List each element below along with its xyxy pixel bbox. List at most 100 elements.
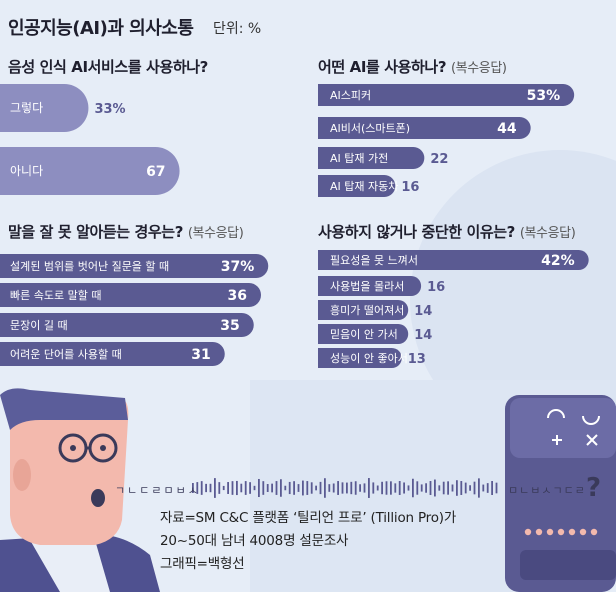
- chart-3-value-label-3: 35: [220, 318, 239, 334]
- sound-wave-bar: [491, 481, 493, 495]
- chart-2-value-label-1: 53%: [527, 88, 561, 104]
- sound-wave-bar: [205, 483, 207, 493]
- chart-3-bar-3: [0, 313, 254, 337]
- chart-3-value-label-2: 36: [228, 288, 247, 304]
- sound-wave-bar: [473, 481, 476, 495]
- sound-wave-bar: [425, 483, 427, 493]
- sound-wave-bar: [420, 484, 423, 492]
- sound-wave-bar: [192, 483, 194, 493]
- chart-3-bar-1: [0, 254, 269, 278]
- chart-2-bar-1: [318, 84, 575, 106]
- sound-wave-bar: [209, 483, 212, 493]
- chart-2-category-label-3: AI 탑재 가전: [330, 152, 388, 165]
- sound-wave-bar: [302, 480, 304, 496]
- chart-4-category-label-5: 성능이 안 좋아서: [330, 352, 408, 365]
- chart-1-value-label-1: 33%: [94, 102, 125, 117]
- sound-wave-bar: [200, 481, 203, 495]
- chart-4-category-label-2: 사용법을 몰라서: [330, 280, 404, 293]
- sound-wave-bar: [354, 481, 357, 495]
- chart-2-category-label-4: AI 탑재 자동차: [330, 180, 398, 193]
- sound-wave-bar: [328, 484, 331, 492]
- robot-dot: [546, 528, 554, 536]
- sound-wave-bar: [359, 484, 361, 492]
- chart-3-category-label-2: 빠른 속도로 말할 때: [10, 289, 101, 302]
- question-mark: ?: [586, 473, 601, 503]
- sound-wave-bar: [416, 481, 419, 495]
- chart-4-bar-4: [318, 324, 409, 344]
- robot-illustration: [505, 395, 616, 592]
- chart-3-bar-2: [0, 283, 261, 307]
- credit-source-line2: 20~50대 남녀 4008명 설문조사: [160, 533, 349, 549]
- chart-4-value-label-3: 14: [414, 304, 432, 319]
- chart-1-value-label-2: 67: [146, 164, 165, 180]
- sound-wave-bar: [337, 481, 339, 495]
- chart-4-category-label-4: 믿음이 안 가서: [330, 328, 398, 341]
- sound-wave-bar: [390, 481, 392, 495]
- robot-dot: [524, 528, 532, 536]
- sound-wave-bar: [394, 483, 397, 493]
- sound-wave-bar: [231, 481, 234, 495]
- robot-dot: [568, 528, 576, 536]
- sound-wave-bar: [293, 481, 295, 495]
- sound-wave-bar: [407, 485, 410, 491]
- sound-wave-bar: [332, 483, 335, 493]
- chart-2-value-label-3: 22: [430, 152, 448, 167]
- sound-wave-bar: [310, 482, 313, 494]
- chart-1-bar-1: [0, 84, 89, 132]
- chart-3-value-label-1: 37%: [221, 259, 255, 275]
- sound-wave-bar: [434, 479, 436, 497]
- robot-dot: [590, 528, 598, 536]
- sound-wave-bar: [275, 481, 278, 495]
- sound-wave-bar: [262, 481, 265, 495]
- chart-4-value-label-4: 14: [414, 328, 432, 343]
- unit-label: 단위: %: [213, 21, 262, 37]
- sound-wave-bar: [244, 481, 247, 495]
- sound-wave-bar: [297, 484, 300, 492]
- chart-3-category-label-3: 문장이 길 때: [10, 319, 68, 332]
- sound-wave-bar: [218, 482, 221, 494]
- page-title: 인공지능(AI)과 의사소통: [8, 18, 194, 39]
- sound-wave-bar: [447, 481, 449, 495]
- chart-1-category-label-2: 아니다: [10, 164, 43, 178]
- chart-4-category-label-3: 흥미가 떨어져서: [330, 303, 404, 317]
- sound-wave-bar: [324, 478, 326, 498]
- chart-2-bar-3: [318, 147, 425, 169]
- sound-wave-bar: [381, 481, 383, 495]
- sound-wave-bar: [306, 481, 309, 495]
- sound-wave: [192, 478, 498, 498]
- sound-wave-bar: [280, 479, 282, 497]
- sound-wave-bar: [258, 478, 260, 498]
- sound-wave-bar: [350, 481, 353, 495]
- chart-2-category-label-1: AI스피커: [330, 89, 371, 102]
- sound-wave-bar: [288, 481, 291, 495]
- sound-wave-bar: [486, 483, 489, 493]
- sound-wave-bar: [363, 483, 366, 493]
- sound-wave-bar: [368, 478, 370, 498]
- sound-wave-bar: [284, 485, 287, 491]
- sound-wave-bar: [456, 480, 458, 496]
- sound-wave-bar: [442, 481, 445, 495]
- chart-2-value-label-2: 44: [497, 121, 517, 137]
- sound-wave-bar: [319, 481, 322, 495]
- sound-wave-bar: [460, 481, 463, 495]
- robot-dot: [535, 528, 543, 536]
- sound-wave-bar: [214, 478, 216, 498]
- sound-wave-bar: [412, 478, 414, 498]
- credit-graphic: 그래픽=백형선: [160, 556, 245, 572]
- chart-1-title: 음성 인식 AI서비스를 사용하나?: [8, 58, 208, 76]
- chart-1-category-label-1: 그렇다: [10, 100, 43, 115]
- chart-2-title: 어떤 AI를 사용하나? (복수응답): [318, 58, 507, 76]
- chart-4-title: 사용하지 않거나 중단한 이유는? (복수응답): [318, 223, 576, 241]
- sound-wave-bar: [372, 482, 375, 494]
- chart-3-category-label-1: 설계된 범위를 벗어난 질문을 할 때: [10, 260, 169, 273]
- right-speech-text: ㅁㄴㅂㅅㄱㄷㄹ: [508, 484, 586, 497]
- sound-wave-bar: [451, 484, 454, 492]
- chart-3-title: 말을 잘 못 알아듣는 경우는? (복수응답): [8, 223, 244, 241]
- chart-1-bar-2: [0, 147, 180, 195]
- sound-wave-bar: [240, 483, 243, 493]
- sound-wave-bar: [376, 485, 379, 491]
- sound-wave-bar: [236, 480, 238, 496]
